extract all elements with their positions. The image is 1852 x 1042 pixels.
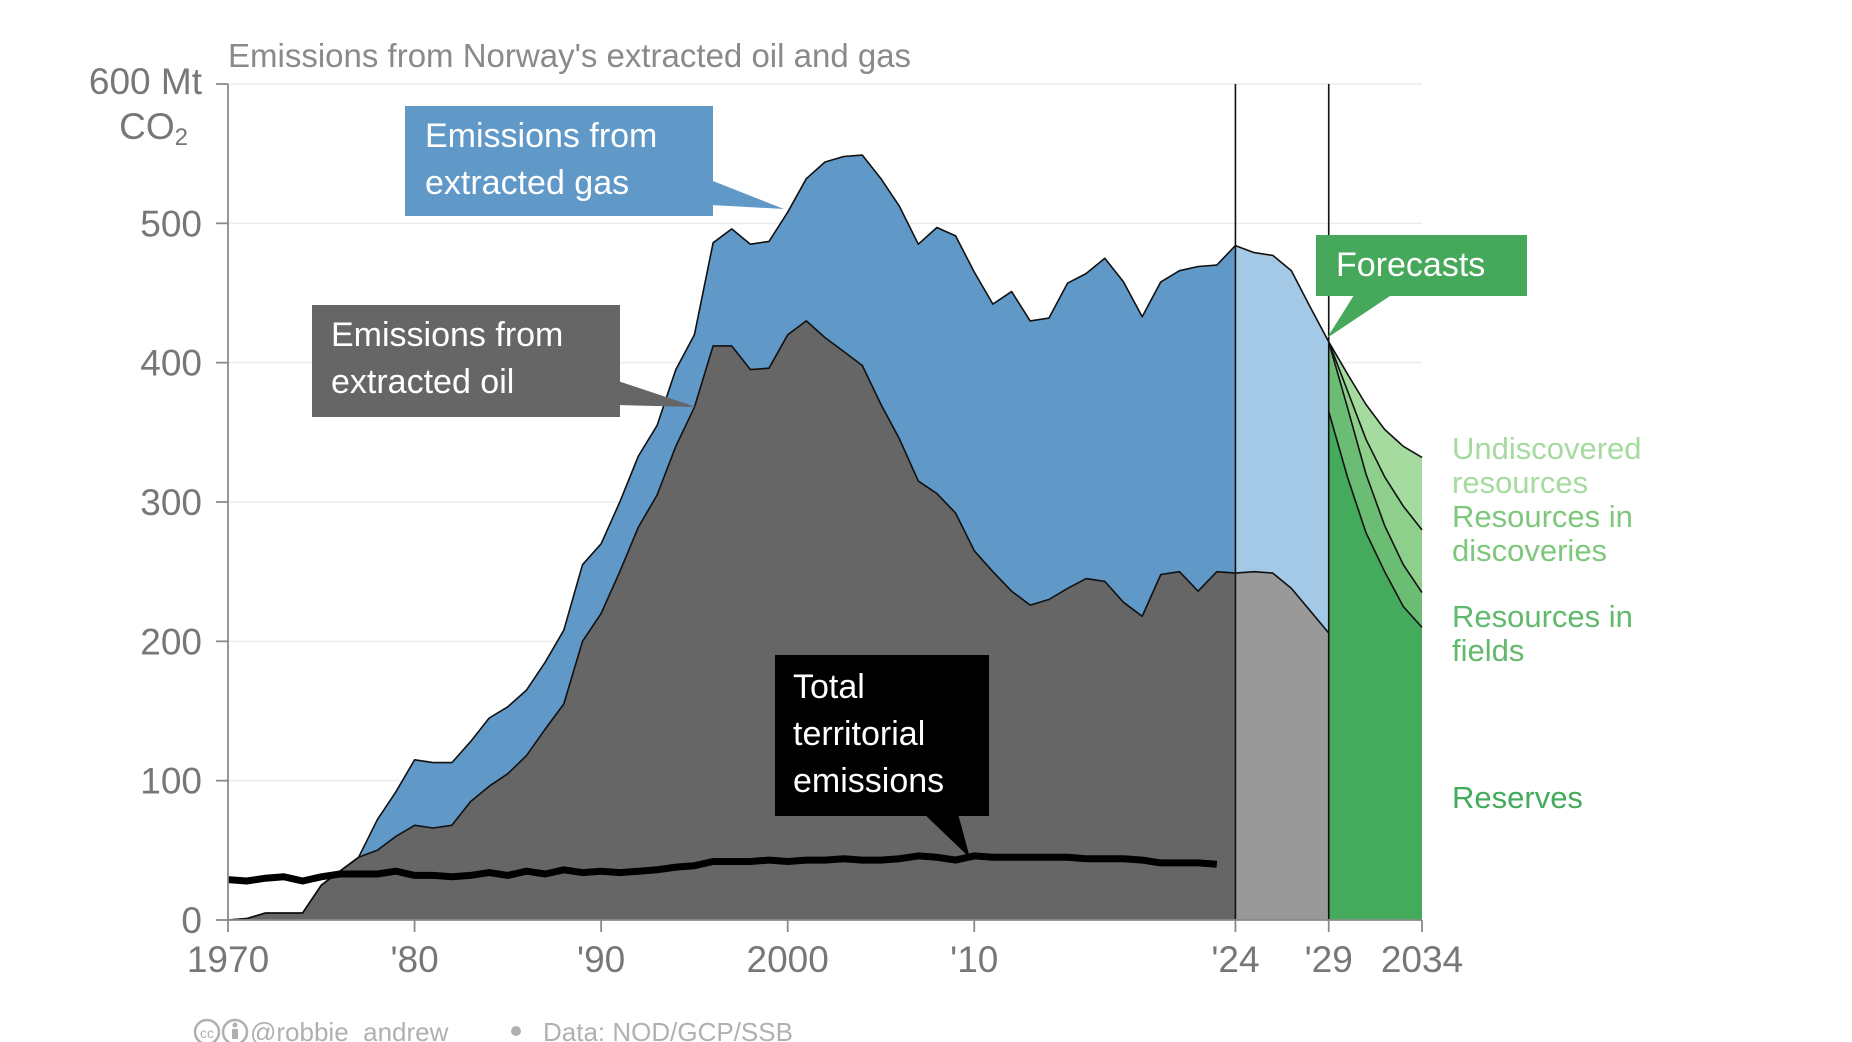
x-tick-label: '10 [950,939,998,980]
attribution-icon [221,1018,249,1042]
callout-oil: Emissions from extracted oil [312,305,696,417]
gas-outline [227,154,1236,921]
axes: 0 100 200 300 400 500 1970 '80 '90 2000 '10 '24 '29 2… [140,83,1463,980]
callout-forecasts-text: Forecasts [1336,246,1485,284]
territorial-emissions-line [227,852,1218,885]
x-tick-label: '29 [1305,939,1353,980]
y-unit-label: 600 Mt CO2 [89,61,203,151]
forecast-outline-0 [1327,411,1423,628]
callout-oil-pointer [615,380,696,407]
data-source: Data: NOD/GCP/SSB [543,1017,793,1042]
x-tick-label: 2034 [1381,939,1463,980]
y-tick-label: 500 [140,203,202,244]
y-tick-label: 100 [140,761,202,802]
svg-text:cc: cc [200,1025,214,1041]
forecast-outline-3 [1328,341,1423,459]
credit-line: cc @robbie_andrew Data: NOD/GCP/SSB [193,1017,793,1042]
callout-forecasts-pointer [1327,292,1396,338]
cc-license-icon: cc [193,1018,221,1042]
callout-gas-line2: extracted gas [425,164,629,202]
y-tick-label: 400 [140,343,202,384]
x-tick-label: 2000 [747,939,829,980]
callout-territorial-pointer [920,810,970,858]
y-tick-label: 300 [140,482,202,523]
forecast-outline-1 [1327,341,1423,594]
y-tick-label: 200 [140,621,202,662]
callout-gas-line1: Emissions from [425,117,657,155]
x-tick-label: 1970 [187,939,269,980]
series-outlines [227,154,1423,921]
callout-gas: Emissions from extracted gas [405,106,784,216]
callout-forecasts-box [1316,235,1527,296]
label-discoveries-1: Resources in [1452,499,1633,534]
reserves-area [1328,411,1422,920]
label-undiscovered-2: resources [1452,465,1588,500]
x-tick-label: '80 [390,939,438,980]
label-fields-2: fields [1452,633,1524,668]
gas-fade-outline [1235,244,1330,343]
forecast-legend: Undiscovered resources Resources in disc… [1452,431,1642,815]
chart-title: Emissions from Norway's extracted oil an… [228,37,911,74]
callout-forecasts: Forecasts [1316,235,1527,338]
oil-forecast-fade-area [1235,571,1329,920]
y-tick-label: 0 [181,900,202,941]
x-tick-label: '24 [1211,939,1259,980]
credit-handle: @robbie_andrew [250,1017,449,1042]
oil-outline [227,320,1236,921]
y-unit-bottom: CO2 [119,106,188,151]
callout-territorial-line3: emissions [793,762,944,800]
callout-territorial-line1: Total [793,668,865,706]
callout-oil-line2: extracted oil [331,363,514,401]
callout-oil-line1: Emissions from [331,316,563,354]
callout-gas-box [405,106,713,216]
callout-territorial-box [775,655,989,816]
x-tick-label: '90 [577,939,625,980]
forecast-outline-2 [1327,341,1423,531]
oil-fade-outline [1235,570,1330,634]
label-undiscovered-1: Undiscovered [1452,431,1642,466]
label-fields-1: Resources in [1452,599,1633,634]
separator-dot [511,1026,521,1036]
callout-oil-box [312,305,620,417]
label-reserves: Reserves [1452,780,1583,815]
label-discoveries-2: discoveries [1452,533,1607,568]
y-unit-top: 600 Mt [89,61,203,102]
callout-territorial-line2: territorial [793,715,925,753]
callout-territorial: Total territorial emissions [775,655,989,858]
y-unit-subscript: 2 [175,124,188,151]
y-unit-co: CO [119,106,175,147]
